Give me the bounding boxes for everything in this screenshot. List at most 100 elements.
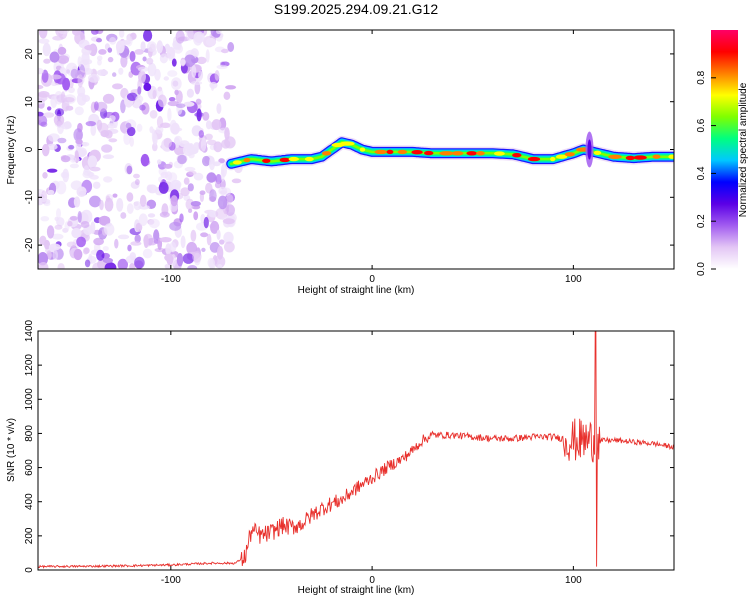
noise-speckle	[103, 176, 113, 183]
noise-speckle	[71, 227, 82, 239]
chart-title: S199.2025.294.09.21.G12	[274, 1, 438, 17]
noise-speckle	[220, 178, 226, 190]
snr-frame	[37, 330, 675, 571]
noise-speckle	[42, 42, 51, 57]
noise-speckle	[159, 237, 172, 243]
noise-speckle	[43, 112, 55, 118]
colorbar-tick-label: 0.8	[696, 70, 707, 84]
noise-speckle	[84, 259, 91, 268]
noise-speckle	[96, 69, 109, 76]
noise-speckle	[38, 111, 44, 117]
noise-speckle	[46, 225, 55, 239]
noise-speckle	[183, 101, 195, 107]
noise-speckle	[167, 108, 172, 122]
noise-speckle	[216, 245, 224, 260]
noise-speckle	[112, 83, 123, 90]
noise-speckle	[142, 248, 153, 259]
noise-speckle	[83, 165, 89, 173]
noise-speckle	[54, 216, 59, 221]
noise-speckle	[73, 248, 83, 261]
noise-speckle	[177, 154, 187, 165]
noise-speckle	[52, 250, 59, 261]
noise-speckle	[134, 234, 141, 244]
noise-speckle	[96, 249, 105, 261]
noise-speckle	[47, 168, 58, 173]
noise-speckle	[206, 139, 217, 146]
noise-speckle	[169, 119, 177, 134]
noise-speckle	[203, 216, 209, 229]
noise-speckle	[193, 211, 199, 221]
noise-speckle	[196, 108, 202, 122]
ridge-hotspot	[527, 156, 541, 162]
noise-speckle	[156, 115, 164, 129]
noise-speckle	[40, 216, 50, 222]
noise-speckle	[143, 82, 152, 92]
noise-speckle	[57, 46, 67, 55]
ridge-hotspot	[359, 147, 366, 152]
noise-speckle	[74, 106, 84, 116]
noise-speckle	[60, 122, 72, 130]
noise-speckle	[184, 54, 196, 67]
noise-speckle	[193, 31, 205, 43]
noise-speckle	[101, 144, 113, 153]
noise-speckle	[138, 70, 146, 84]
ridge-hotspot	[321, 151, 332, 156]
noise-speckle	[99, 199, 104, 211]
noise-speckle	[221, 187, 232, 196]
noise-speckle	[73, 128, 83, 142]
noise-speckle	[51, 233, 64, 240]
noise-speckle	[216, 64, 228, 70]
noise-speckle	[152, 133, 158, 146]
colorbar-ticks: 0.0 0.2 0.4 0.6 0.8	[696, 70, 716, 276]
noise-speckle	[225, 85, 237, 90]
noise-speckle	[208, 156, 216, 171]
ridge-hotspot	[340, 141, 355, 146]
noise-speckle	[57, 30, 70, 35]
noise-speckle	[134, 256, 145, 269]
colorbar-gradient	[711, 30, 738, 269]
noise-speckle	[201, 247, 206, 252]
noise-speckle	[48, 243, 61, 251]
noise-speckle	[42, 172, 48, 179]
ridge-hotspot	[564, 152, 575, 157]
noise-speckle	[94, 101, 99, 111]
noise-speckle	[107, 123, 116, 129]
noise-speckle	[157, 94, 167, 108]
noise-speckle	[120, 212, 127, 219]
ridge-hotspot	[512, 153, 522, 158]
noise-speckle	[50, 74, 62, 80]
noise-speckle	[192, 250, 202, 263]
noise-speckle	[182, 253, 195, 264]
noise-speckle	[231, 178, 242, 184]
noise-speckle	[133, 173, 140, 179]
noise-speckle	[72, 30, 82, 36]
snr-background	[38, 331, 674, 570]
ridge-hotspot	[593, 150, 602, 155]
noise-speckle	[57, 263, 65, 269]
noise-speckle	[142, 56, 147, 62]
noise-speckle	[210, 220, 220, 234]
y-tick-label: 1000	[24, 388, 35, 411]
ridge-hotspot	[608, 154, 622, 159]
ridge-hotspot	[304, 156, 314, 162]
noise-speckle	[183, 177, 190, 185]
noise-speckle	[207, 257, 215, 268]
noise-speckle	[77, 56, 82, 67]
y-tick-label: 1400	[24, 319, 35, 342]
noise-speckle	[38, 116, 43, 121]
ridge-spike-core	[587, 139, 592, 160]
noise-speckle	[205, 37, 217, 47]
noise-speckle	[38, 262, 49, 269]
noise-speckle	[65, 105, 74, 111]
noise-speckle	[107, 56, 114, 63]
ridge-hotspot	[424, 150, 434, 156]
noise-speckle	[168, 172, 178, 183]
ridge-hotspot	[232, 160, 242, 165]
noise-speckle	[152, 89, 157, 99]
noise-speckle	[96, 55, 103, 61]
noise-speckle	[126, 126, 136, 137]
noise-speckle	[104, 262, 117, 269]
noise-speckle-layer	[38, 30, 243, 269]
noise-speckle	[184, 166, 196, 172]
